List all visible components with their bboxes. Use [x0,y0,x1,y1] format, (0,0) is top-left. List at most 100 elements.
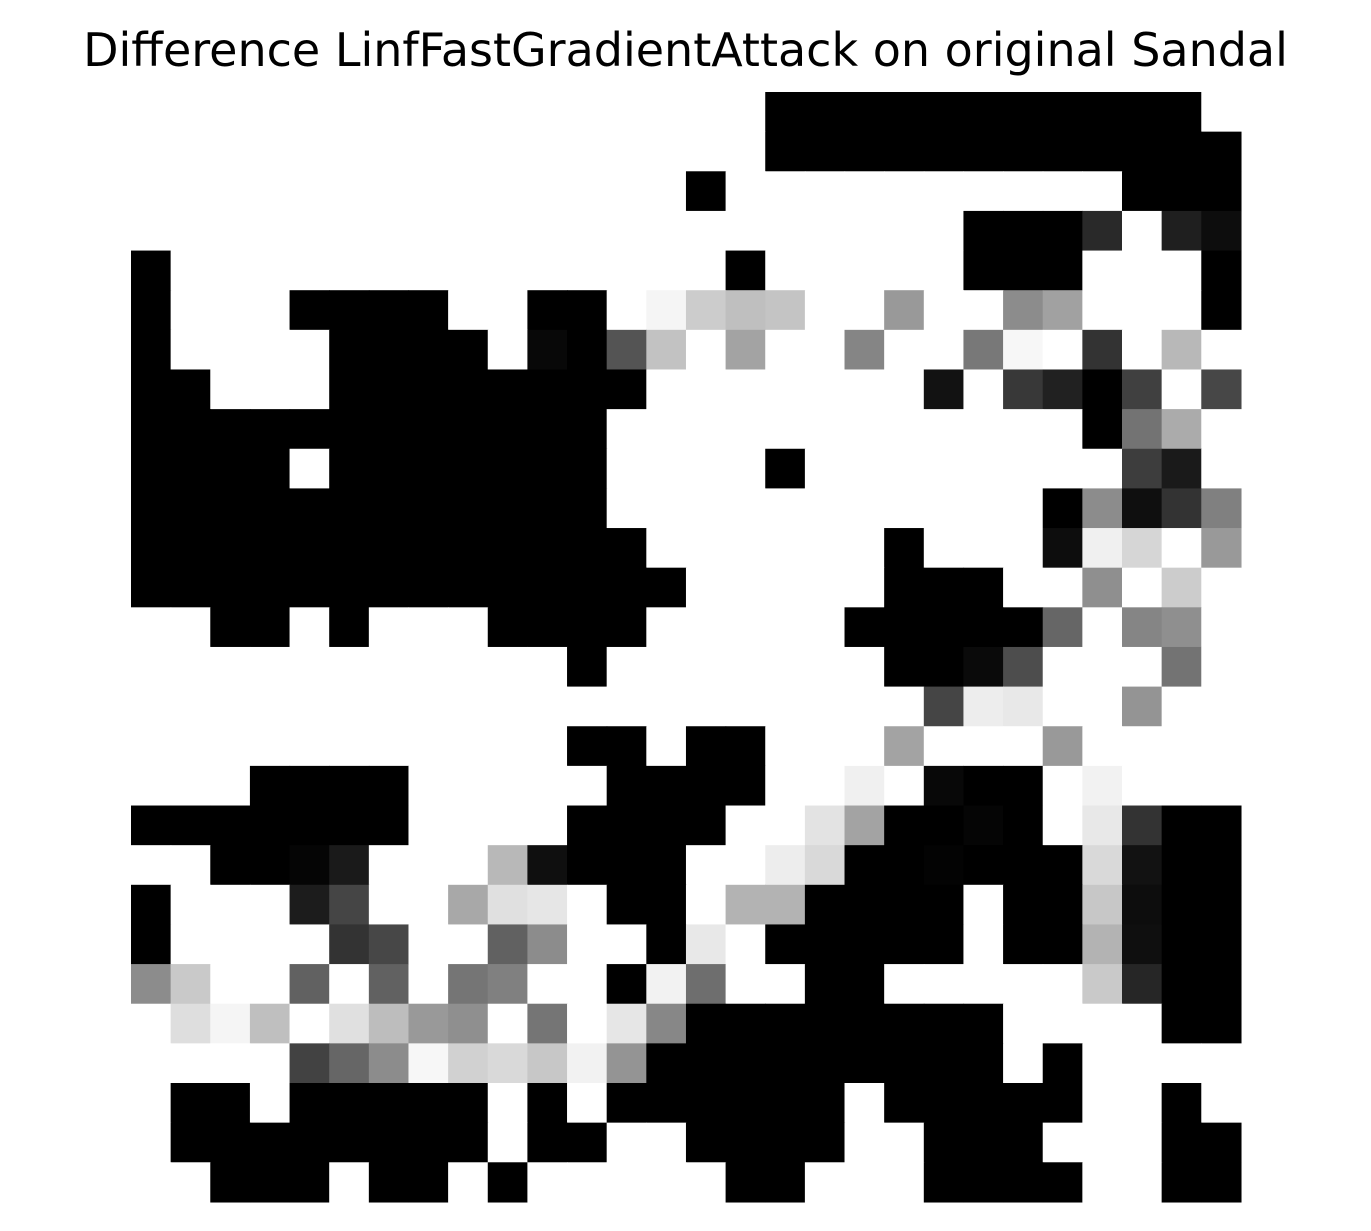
heatmap-cell [289,488,330,529]
heatmap-cell [567,805,608,846]
heatmap-cell [1201,1003,1242,1044]
heatmap-cell [1161,369,1202,410]
heatmap-cell [844,528,885,569]
heatmap-cell [685,845,727,886]
heatmap-cell [487,369,528,410]
heatmap-cell [765,845,806,886]
heatmap-cell [170,805,211,846]
heatmap-cell [646,210,687,252]
heatmap-cell [963,1043,1004,1084]
heatmap-cell [1003,409,1044,450]
heatmap-cell [725,290,766,331]
heatmap-cell [527,1122,568,1163]
heatmap-cell [329,488,370,529]
heatmap-cell [1201,92,1242,133]
heatmap-cell [646,805,687,846]
heatmap-cell [1042,884,1083,926]
heatmap-cell [1082,369,1123,410]
heatmap-cell [685,805,727,846]
heatmap-cell [884,528,925,569]
heatmap-cell [527,726,568,767]
heatmap-cell [1042,131,1083,172]
heatmap-cell [131,805,172,846]
heatmap-cell [725,726,766,767]
heatmap-cell [567,1122,608,1163]
heatmap-cell [408,329,449,371]
heatmap-cell [1122,1083,1163,1124]
heatmap-cell [725,765,766,807]
heatmap-cell [1161,884,1202,926]
heatmap-cell [963,409,1004,450]
heatmap-cell [210,686,251,727]
heatmap-cell [606,964,647,1005]
heatmap-cell [606,250,647,291]
heatmap-cell [170,726,211,767]
heatmap-cell [408,924,449,965]
heatmap-cell [685,646,727,688]
heatmap-cell [487,884,528,926]
heatmap-cell [1161,448,1202,489]
heatmap-cell [329,210,370,252]
heatmap-cell [765,1083,806,1124]
heatmap-cell [1003,1003,1044,1044]
heatmap-cell [1082,964,1123,1005]
heatmap-cell [249,1083,291,1124]
heatmap-cell [804,726,846,767]
heatmap-cell [1082,290,1123,331]
heatmap-cell [1161,92,1202,133]
heatmap-cell [804,171,846,212]
heatmap-cell [210,1162,251,1203]
heatmap-cell [487,1083,528,1124]
heatmap-cell [567,1043,608,1084]
heatmap-cell [567,448,608,489]
heatmap-cell [884,805,925,846]
heatmap-cell [249,646,291,688]
heatmap-cell [289,528,330,569]
heatmap-cell [606,1083,647,1124]
heatmap-cell [408,1003,449,1044]
heatmap-cell [1003,1122,1044,1163]
heatmap-cell [249,686,291,727]
heatmap-cell [527,1162,568,1203]
heatmap-cell [765,131,806,172]
heatmap-cell [487,1162,528,1203]
heatmap-cell [1003,1043,1044,1084]
heatmap-cell [170,884,211,926]
heatmap-cell [765,290,806,331]
heatmap-cell [368,210,410,252]
heatmap-cell [448,765,489,807]
heatmap-cell [1082,607,1123,648]
heatmap-cell [527,528,568,569]
heatmap-cell [131,369,172,410]
heatmap-cell [1042,805,1083,846]
heatmap-cell [884,409,925,450]
heatmap-cell [963,567,1004,608]
heatmap-cell [606,726,647,767]
heatmap-cell [1122,1122,1163,1163]
heatmap-cell [210,765,251,807]
heatmap-cell [1003,845,1044,886]
heatmap-cell [408,528,449,569]
heatmap-cell [923,686,965,727]
heatmap-cell [923,845,965,886]
heatmap-cell [131,1043,172,1084]
heatmap-cell [210,726,251,767]
heatmap-cell [131,964,172,1005]
heatmap-cell [368,845,410,886]
heatmap-cell [685,964,727,1005]
heatmap-cell [963,805,1004,846]
heatmap-cell [685,250,727,291]
heatmap-cell [289,924,330,965]
heatmap-cell [963,528,1004,569]
heatmap-cell [685,1122,727,1163]
heatmap-cell [1122,884,1163,926]
heatmap-cell [1201,409,1242,450]
heatmap-cell [685,686,727,727]
heatmap-cell [249,726,291,767]
heatmap-cell [289,409,330,450]
heatmap-cell [804,964,846,1005]
heatmap-cell [844,845,885,886]
heatmap-cell [923,369,965,410]
heatmap-cell [329,765,370,807]
heatmap-cell [289,646,330,688]
